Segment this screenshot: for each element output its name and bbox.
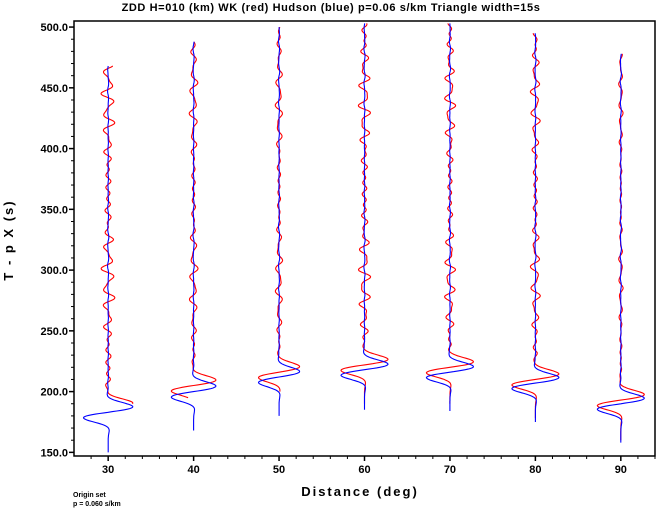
wk-trace-30 xyxy=(100,65,134,405)
x-tick-label: 70 xyxy=(444,464,456,476)
y-tick-label: 500.0 xyxy=(40,22,68,34)
x-tick-label: 90 xyxy=(615,464,627,476)
y-tick-label: 250.0 xyxy=(40,326,68,338)
y-tick-label: 200.0 xyxy=(40,387,68,399)
y-axis-label: T - p X (s) xyxy=(1,199,16,280)
x-tick-label: 50 xyxy=(273,464,285,476)
wk-trace-80 xyxy=(511,33,560,419)
chart-title: ZDD H=010 (km) WK (red) Hudson (blue) p=… xyxy=(122,2,541,14)
wk-trace-40 xyxy=(170,41,217,399)
slowness-note: p = 0.060 s/km xyxy=(73,501,121,508)
x-tick-label: 30 xyxy=(102,464,114,476)
x-tick-label: 60 xyxy=(358,464,370,476)
x-tick-label: 80 xyxy=(529,464,541,476)
hudson-trace-70 xyxy=(425,23,474,411)
y-tick-label: 150.0 xyxy=(40,447,68,459)
plot-area: 150.0 200.0 250.0 300.0 350.0 400.0 450.0 500.0… xyxy=(40,20,656,476)
x-axis-label: Distance (deg) xyxy=(301,484,419,499)
origin-note: Origin set xyxy=(73,492,106,499)
hudson-trace-90 xyxy=(596,53,645,443)
hudson-trace-80 xyxy=(511,33,560,422)
y-tick-label: 400.0 xyxy=(40,144,68,156)
y-tick-label: 350.0 xyxy=(40,204,68,216)
wk-trace-70 xyxy=(425,23,474,404)
hudson-trace-60 xyxy=(340,23,389,410)
hudson-trace-40 xyxy=(170,41,217,431)
y-tick-label: 300.0 xyxy=(40,265,68,277)
y-tick-label: 450.0 xyxy=(40,83,68,95)
hudson-trace-50 xyxy=(257,27,301,416)
hudson-trace-30 xyxy=(82,65,134,453)
x-tick-label: 40 xyxy=(187,464,199,476)
traces-group xyxy=(82,23,645,453)
